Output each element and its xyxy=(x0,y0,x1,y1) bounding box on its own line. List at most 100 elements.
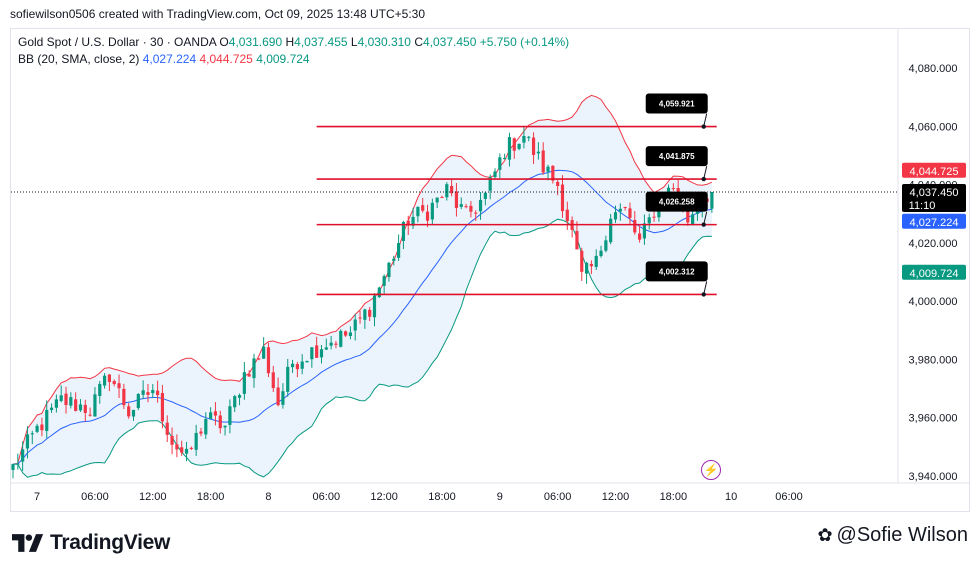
high-value: 4,037.455 xyxy=(294,35,348,49)
candle-body xyxy=(194,432,198,450)
candle-body xyxy=(488,177,492,191)
author-watermark: ✿ @Sofie Wilson xyxy=(817,524,968,547)
lightning-icon[interactable]: ⚡ xyxy=(701,460,721,480)
candle-body xyxy=(180,447,184,453)
candle-body xyxy=(565,209,569,222)
candle-body xyxy=(305,361,309,363)
candle-body xyxy=(160,393,165,422)
candle-body xyxy=(512,138,516,151)
current-price-badge-bg xyxy=(902,184,966,213)
candle-body xyxy=(218,415,222,429)
x-tick-label: 06:00 xyxy=(775,491,803,503)
level-callout-label: 4,059.921 xyxy=(659,100,695,109)
candle-body xyxy=(517,143,521,149)
candle-body xyxy=(141,390,145,395)
candle-body xyxy=(363,309,367,320)
candle-body xyxy=(117,383,121,389)
candle-body xyxy=(209,412,213,419)
candle-body xyxy=(343,331,348,336)
candle-body xyxy=(459,204,463,207)
candle-body xyxy=(392,258,396,261)
candle-body xyxy=(136,394,140,409)
candle-body xyxy=(546,166,550,172)
candle-body xyxy=(464,206,468,208)
tradingview-logo[interactable]: TradingView xyxy=(12,531,170,555)
candle-body xyxy=(628,208,632,218)
candle-body xyxy=(257,358,261,360)
candle-body xyxy=(242,372,246,394)
close-value: 4,037.450 xyxy=(423,35,477,49)
level-callout-box xyxy=(645,261,708,282)
candle-body xyxy=(146,392,150,395)
symbol-label[interactable]: Gold Spot / U.S. Dollar · 30 · OANDA xyxy=(18,35,217,49)
candle-body xyxy=(503,158,507,160)
countdown-label: 11:10 xyxy=(909,200,936,212)
candle-body xyxy=(445,184,449,198)
candle-body xyxy=(59,395,63,401)
change-value: +5.750 (+0.14%) xyxy=(479,35,570,49)
candle-body xyxy=(69,397,73,406)
candle-body xyxy=(387,262,391,278)
candle-body xyxy=(324,347,328,350)
candle-body xyxy=(575,231,579,250)
candle-body xyxy=(286,366,290,392)
chart-caption: sofiewilson0506 created with TradingView… xyxy=(10,7,426,21)
x-tick-label: 06:00 xyxy=(313,491,341,503)
watermark-text: @Sofie Wilson xyxy=(836,524,968,546)
candle-body xyxy=(25,434,30,449)
low-label: L xyxy=(350,35,358,49)
candle-body xyxy=(594,255,598,267)
candle-body xyxy=(151,390,155,394)
candle-body xyxy=(11,464,15,470)
y-tick-label: 3,980.000 xyxy=(909,354,958,366)
bb-basis-badge-label: 4,027.224 xyxy=(910,217,959,229)
candle-body xyxy=(88,414,92,416)
x-tick-label: 06:00 xyxy=(81,491,109,503)
candle-body xyxy=(237,395,242,398)
level-callout-box xyxy=(645,146,708,167)
candle-body xyxy=(21,449,25,462)
candle-body xyxy=(165,422,169,435)
candle-body xyxy=(647,217,651,224)
bb-row: BB (20, SMA, close, 2) 4,027.224 4,044.7… xyxy=(18,51,569,68)
x-tick-label: 06:00 xyxy=(544,491,572,503)
bb-upper-badge-label: 4,044.725 xyxy=(910,166,959,178)
level-callout-box xyxy=(645,93,708,114)
candle-body xyxy=(531,137,536,155)
bb-indicator-label[interactable]: BB (20, SMA, close, 2) xyxy=(18,52,140,66)
x-tick-label: 10 xyxy=(725,491,737,503)
level-callout-pointer xyxy=(703,211,708,225)
candle-body xyxy=(435,197,439,203)
candle-body xyxy=(204,419,208,435)
candle-body xyxy=(411,216,415,226)
candle-body xyxy=(450,185,454,194)
candle-body xyxy=(233,396,237,408)
x-tick-label: 8 xyxy=(265,491,271,503)
candle-body xyxy=(49,407,54,410)
bb-upper-value: 4,044.725 xyxy=(199,52,253,66)
candle-body xyxy=(430,202,434,220)
ohlc-row: Gold Spot / U.S. Dollar · 30 · OANDA O4,… xyxy=(18,34,569,51)
level-callout-pointer xyxy=(703,281,708,295)
open-value: 4,031.690 xyxy=(228,35,283,49)
bb-upper-line xyxy=(12,94,713,465)
candle-body xyxy=(454,191,459,208)
candle-body xyxy=(613,212,618,220)
candle-body xyxy=(406,220,410,226)
candle-body xyxy=(35,425,39,432)
bb-basis-line xyxy=(12,169,713,465)
candle-body xyxy=(170,435,174,445)
candle-body xyxy=(30,433,34,435)
candle-body xyxy=(527,136,531,138)
candle-body xyxy=(266,347,271,374)
candle-body xyxy=(247,374,251,377)
candle-body xyxy=(623,206,627,208)
candle-body xyxy=(377,287,381,298)
footer: TradingView ✿ @Sofie Wilson xyxy=(0,514,980,571)
candle-body xyxy=(339,330,343,347)
chart-legend: Gold Spot / U.S. Dollar · 30 · OANDA O4,… xyxy=(18,34,569,68)
candle-body xyxy=(589,263,593,267)
candle-body xyxy=(397,243,401,258)
candle-body xyxy=(107,374,111,382)
